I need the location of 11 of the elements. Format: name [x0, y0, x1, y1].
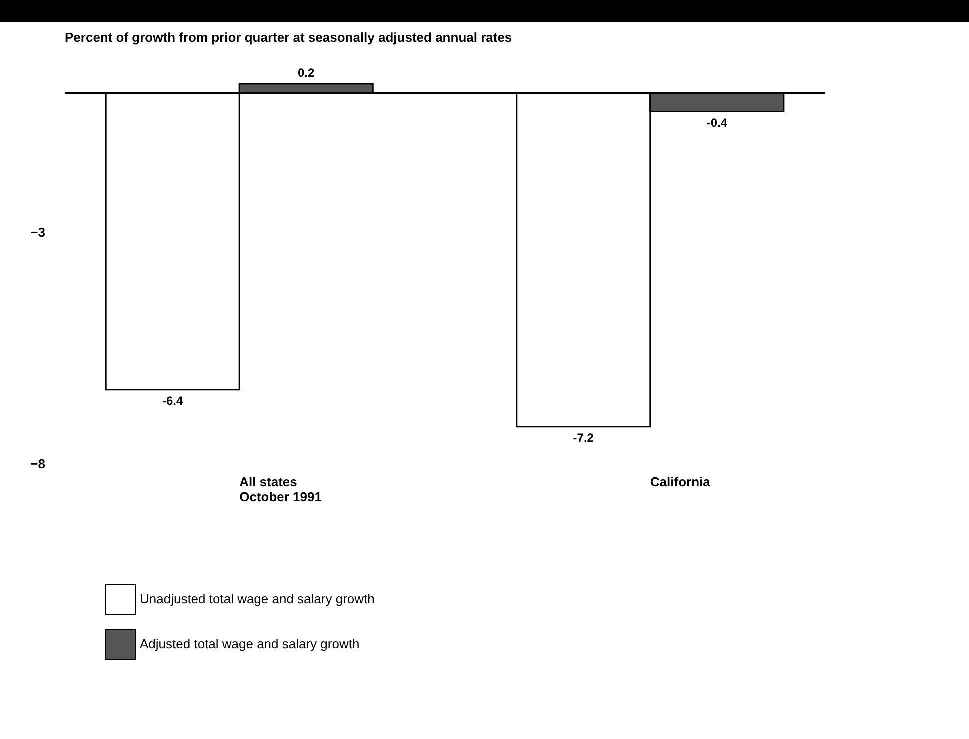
data-label: -7.2	[573, 430, 594, 445]
data-label: 0.2	[298, 66, 316, 80]
y-tick-label: −8	[30, 456, 46, 472]
x-tick-label: California	[650, 474, 712, 490]
data-label: -0.4	[706, 116, 728, 130]
y-tick-label: −3	[30, 224, 46, 240]
chart-title: Percent of growth from prior quarter at seasonally adjusted annual rates	[65, 30, 512, 45]
legend-label: Unadjusted total wage and salary growth	[140, 592, 375, 606]
x-tick-label: All states October 1991	[240, 474, 322, 504]
legend-label: Adjusted total wage and salary growth	[140, 636, 360, 652]
data-label: -6.4	[162, 394, 184, 408]
